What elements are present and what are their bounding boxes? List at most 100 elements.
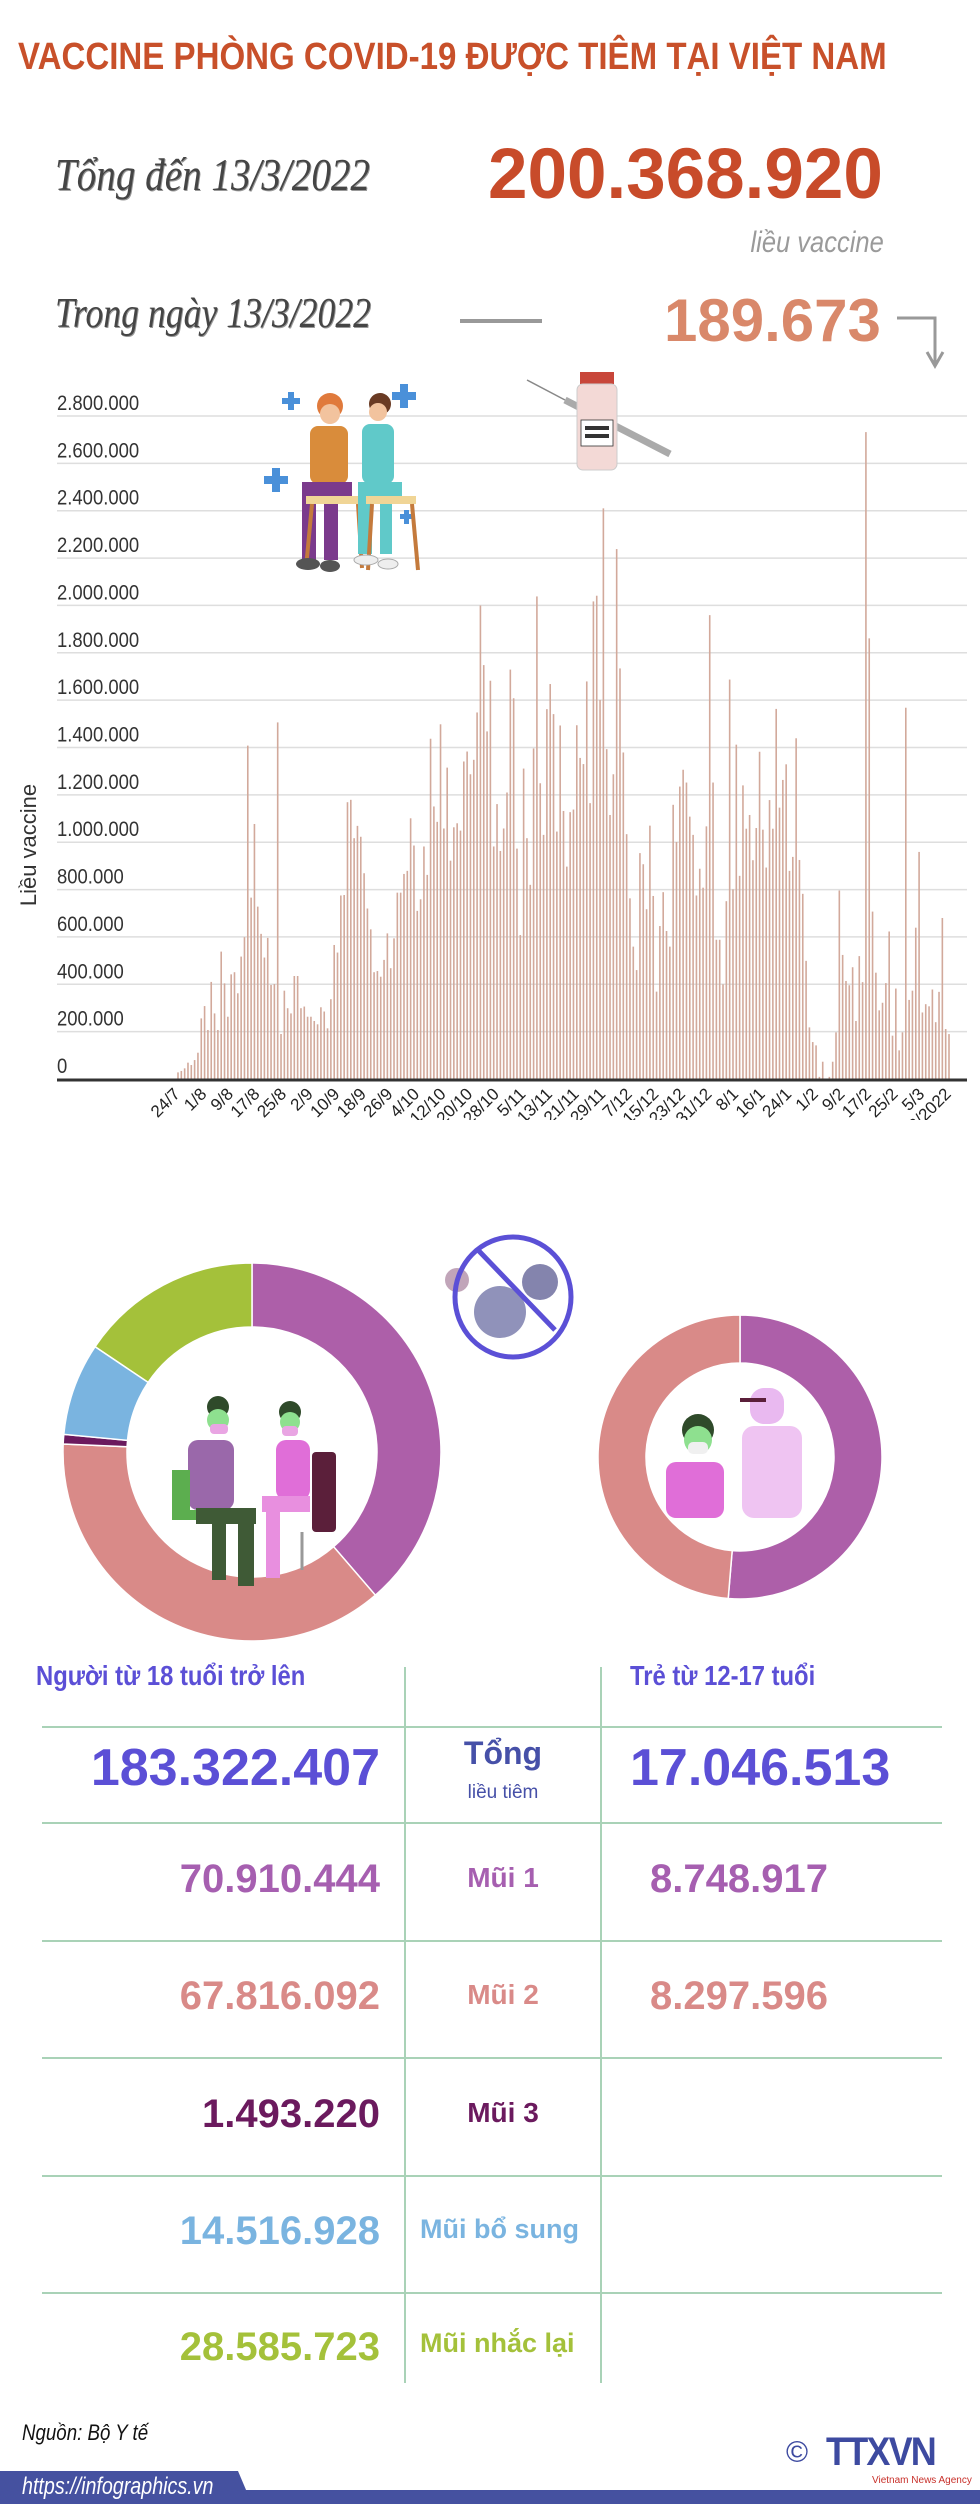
bar: [549, 684, 552, 1079]
row-divider: [42, 2292, 942, 2294]
footer-url-link[interactable]: https://infographics.vn: [22, 2473, 214, 2500]
bar: [642, 864, 645, 1079]
x-tick-label: 24/7: [147, 1084, 184, 1120]
bar: [356, 825, 359, 1079]
bar: [296, 975, 299, 1079]
bar: [782, 779, 784, 1079]
bar: [516, 848, 518, 1079]
bar: [748, 814, 751, 1079]
bar: [871, 911, 874, 1079]
bar: [801, 893, 804, 1079]
bar: [755, 828, 758, 1079]
bar: [439, 724, 442, 1079]
bar: [469, 774, 472, 1079]
bar: [924, 1004, 927, 1079]
bar: [841, 954, 844, 1079]
bar: [908, 999, 910, 1079]
bar: [632, 946, 635, 1079]
bar: [522, 768, 525, 1079]
bar: [702, 887, 704, 1079]
donut-segment-mũi-2: [597, 1314, 741, 1600]
adults-total: 183.322.407: [90, 1739, 380, 1797]
footer-url-tab: [0, 2471, 252, 2504]
bar: [815, 1045, 817, 1079]
bar: [230, 974, 232, 1079]
row-label-nhac-lai: Mũi nhắc lại: [420, 2328, 575, 2358]
bar: [466, 751, 468, 1079]
bar: [831, 1061, 834, 1079]
bar: [622, 752, 625, 1079]
bar: [386, 933, 389, 1079]
bar: [383, 959, 385, 1079]
bar: [865, 432, 867, 1079]
children-donut-chart: [597, 1314, 883, 1600]
bar: [582, 764, 585, 1079]
bar: [688, 816, 691, 1079]
bar: [662, 892, 664, 1079]
bar: [732, 889, 734, 1079]
row-label-mui3: Mũi 3: [467, 2097, 539, 2128]
bar: [728, 679, 731, 1079]
bar: [183, 1068, 186, 1079]
bar: [316, 1024, 319, 1079]
adults-mui3: 1.493.220: [202, 2092, 380, 2136]
arrow-down-icon: [897, 316, 945, 370]
bar: [845, 980, 847, 1079]
source-note: Nguồn: Bộ Y tế: [22, 2420, 149, 2445]
bar: [290, 1013, 292, 1079]
bar: [552, 714, 555, 1079]
y-tick-label: 0: [57, 1055, 67, 1078]
row-label-bo-sung: Mũi bổ sung: [420, 2214, 579, 2244]
bar: [556, 831, 558, 1079]
bar: [715, 939, 718, 1079]
bar: [665, 931, 668, 1079]
bar: [489, 680, 492, 1079]
bar: [396, 892, 399, 1079]
no-virus-icon: [445, 1234, 574, 1360]
bar: [778, 807, 781, 1079]
bar: [180, 1070, 183, 1079]
bar: [426, 874, 429, 1079]
bar: [492, 846, 495, 1079]
bar: [938, 991, 940, 1079]
bar: [861, 982, 864, 1079]
page-title: VACCINE PHÒNG COVID-19 ĐƯỢC TIÊM TẠI VIỆ…: [18, 36, 887, 78]
bar: [336, 952, 339, 1079]
bar: [463, 761, 465, 1079]
column-divider: [600, 1667, 602, 2383]
bar: [286, 1008, 289, 1079]
y-axis-title: Liều vaccine: [16, 784, 41, 906]
bar: [888, 931, 890, 1079]
bar: [373, 972, 375, 1079]
bar: [333, 944, 335, 1079]
bar: [948, 1034, 950, 1079]
bar: [579, 757, 581, 1079]
bar: [376, 971, 379, 1079]
bar: [300, 1008, 302, 1079]
y-tick-label: 1.200.000: [57, 771, 139, 794]
bar: [499, 850, 502, 1079]
ttxvn-logo: TTXVN: [826, 2430, 937, 2474]
bar: [227, 1016, 229, 1079]
bar: [835, 1032, 837, 1079]
bar: [805, 960, 807, 1079]
bar: [303, 1006, 306, 1079]
bar: [569, 812, 571, 1079]
bar: [203, 1006, 206, 1079]
bar: [851, 967, 854, 1079]
y-tick-label: 2.400.000: [57, 487, 139, 510]
bar: [718, 939, 721, 1079]
bar: [808, 1027, 811, 1079]
bar: [722, 984, 724, 1079]
vaccination-illustration: [264, 384, 420, 572]
adults-bo-sung: 14.516.928: [179, 2209, 380, 2253]
bar: [486, 731, 488, 1079]
y-tick-label: 800.000: [57, 866, 124, 889]
bar: [818, 1076, 821, 1079]
bar: [207, 1029, 209, 1079]
bar: [433, 806, 435, 1079]
bar: [619, 668, 621, 1079]
bar: [775, 708, 777, 1079]
bar: [330, 999, 332, 1079]
children-mui2: 8.297.596: [650, 1974, 828, 2018]
